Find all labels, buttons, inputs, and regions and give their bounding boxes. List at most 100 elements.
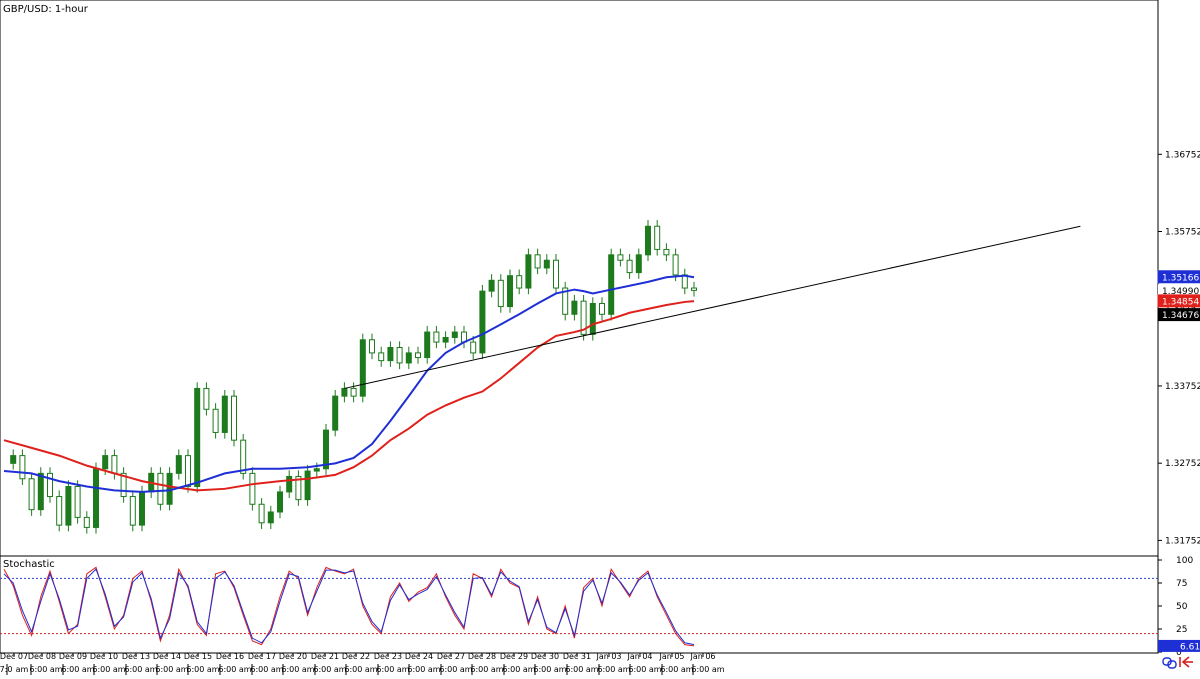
x-time-label: 6:00 am xyxy=(186,665,219,674)
candle-body xyxy=(571,300,578,315)
arrow-icon[interactable] xyxy=(1179,656,1193,668)
candle-body xyxy=(359,339,366,397)
x-date-label: Dec 08 xyxy=(28,652,56,661)
x-date-label: Dec 22 xyxy=(342,652,370,661)
candle-body xyxy=(47,472,53,498)
y-axis-ticks: 1.317521.327521.337521.347521.357521.367… xyxy=(1158,150,1200,546)
candle-body xyxy=(37,472,44,511)
candle-body xyxy=(369,339,375,354)
candle-body xyxy=(93,468,99,528)
stoch-tick-label: 100 xyxy=(1176,556,1193,566)
x-time-label: 6:00 am xyxy=(313,665,346,674)
x-time-label: 6:00 am xyxy=(691,665,724,674)
y-tick-label: 1.36752 xyxy=(1165,150,1200,160)
stoch-title: Stochastic xyxy=(3,559,55,570)
candle-body xyxy=(396,347,403,364)
candle-body xyxy=(240,439,247,474)
candles xyxy=(10,220,697,534)
candle-body xyxy=(19,455,26,480)
sma-blue-line xyxy=(3,274,695,493)
x-time-label: 6:00 am xyxy=(29,665,62,674)
candle-body xyxy=(286,475,293,493)
candle-body xyxy=(442,336,449,343)
price-label-text: 1.34990 xyxy=(1162,287,1199,297)
x-date-label: Dec 15 xyxy=(184,652,212,661)
candle-body xyxy=(626,259,633,274)
candle-body xyxy=(599,302,605,315)
stoch-tick-label: 75 xyxy=(1176,579,1187,589)
x-time-label: 6:00 am xyxy=(92,665,125,674)
stoch-tick-label: 0 xyxy=(1176,648,1182,658)
stoch-tick-label: 25 xyxy=(1176,625,1187,635)
candle-body xyxy=(479,290,486,354)
candle-body xyxy=(83,516,90,528)
link-icon[interactable] xyxy=(1162,657,1177,669)
price-label-box xyxy=(1157,308,1200,322)
y-tick-label: 1.31752 xyxy=(1165,536,1200,546)
candle-body xyxy=(111,455,118,474)
price-label-box xyxy=(1158,284,1200,297)
x-date-label: Dec 20 xyxy=(279,652,307,661)
candle-body xyxy=(74,486,81,518)
candle-body xyxy=(221,395,228,433)
price-panel-frame xyxy=(0,0,1159,557)
stoch-y-ticks: 100 75 50 25 0 xyxy=(1158,556,1193,658)
sma-red-line xyxy=(3,300,695,492)
x-date-label: Dec 28 xyxy=(468,652,496,661)
x-date-label: Jan 06 xyxy=(689,652,715,661)
candle-body xyxy=(424,331,431,359)
x-date-label: Jan 05 xyxy=(658,652,684,661)
x-time-label: 6:00 am xyxy=(218,665,251,674)
candle-body xyxy=(28,478,35,511)
candle-body xyxy=(589,302,596,335)
x-time-label: am xyxy=(16,665,29,674)
stoch-panel-frame xyxy=(0,555,1159,654)
x-date-label: Jan 03 xyxy=(595,652,621,661)
trendline[interactable] xyxy=(344,225,1081,389)
x-time-label: 6:00 am xyxy=(281,665,314,674)
y-tick-label: 1.33752 xyxy=(1165,382,1200,392)
x-date-label: Jan 04 xyxy=(626,652,652,661)
candle-body xyxy=(120,472,127,498)
x-time-label: 6:00 am xyxy=(155,665,188,674)
price-label-box xyxy=(1157,270,1200,284)
candle-body xyxy=(10,455,17,464)
candle-body xyxy=(451,331,458,338)
candle-body xyxy=(405,352,412,364)
price-label-text: 1.34854 xyxy=(1162,297,1199,307)
price-label-text: 1.35166 xyxy=(1162,273,1199,283)
candle-body xyxy=(258,503,265,524)
x-axis: Dec 07 Dec 08 Dec 09 Dec 10 Dec 13 Dec 14 Dec … xyxy=(0,652,725,675)
candle-body xyxy=(654,225,661,250)
x-date-label: Dec 17 xyxy=(248,652,276,661)
candle-body xyxy=(433,331,440,343)
x-date-label: Dec 13 xyxy=(122,652,150,661)
x-date-label: Dec 24 xyxy=(405,652,433,661)
x-time-label: 6:00 am xyxy=(660,665,693,674)
x-date-label: Dec 31 xyxy=(563,652,591,661)
stoch-value-label: 6.61 xyxy=(1158,639,1200,652)
candle-body xyxy=(525,254,532,289)
x-time-label: 6:00 am xyxy=(344,665,377,674)
candle-body xyxy=(166,472,173,505)
stoch-series-line xyxy=(3,568,695,646)
x-date-label: Dec 21 xyxy=(311,652,339,661)
candle-body xyxy=(249,472,256,505)
x-time-label: 6:00 am xyxy=(533,665,566,674)
candle-body xyxy=(102,455,109,470)
candle-body xyxy=(580,300,587,335)
candle-body xyxy=(313,468,320,472)
candle-body xyxy=(203,387,210,410)
candle-body xyxy=(663,248,670,256)
x-date-label: Dec 27 xyxy=(437,652,465,661)
candle-body xyxy=(56,496,63,526)
candle-body xyxy=(691,287,697,291)
candle-body xyxy=(129,496,136,526)
candle-body xyxy=(157,472,164,505)
candle-body xyxy=(488,279,495,292)
x-date-label: Dec 16 xyxy=(216,652,244,661)
candle-body xyxy=(267,511,274,524)
candle-body xyxy=(277,491,283,513)
